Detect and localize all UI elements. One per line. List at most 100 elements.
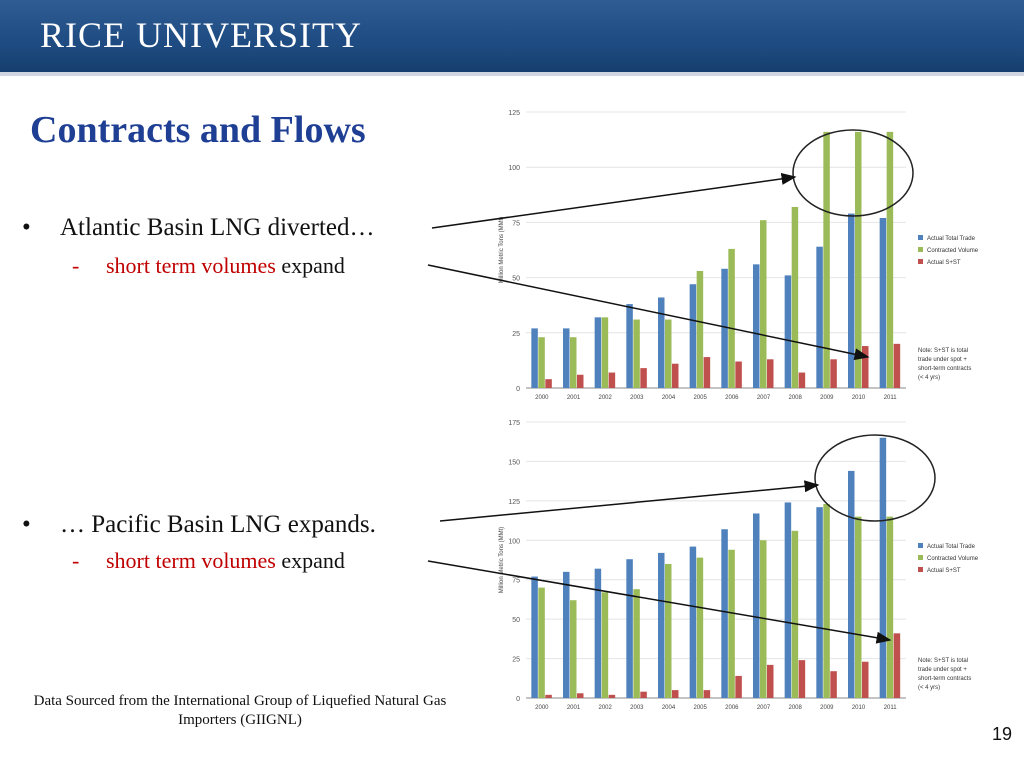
legend-label: Actual Total Trade — [927, 236, 976, 242]
bar-actual-s-st — [798, 660, 806, 698]
bar-contracted-volume — [855, 131, 862, 388]
bar-actual-total-trade — [594, 568, 602, 698]
y-axis-label: Million Metric Tons (MMt) — [499, 527, 505, 594]
y-tick-label: 150 — [508, 459, 520, 466]
y-tick-label: 0 — [516, 696, 520, 703]
x-tick-label: 2002 — [598, 705, 612, 711]
bar-actual-s-st — [577, 374, 584, 388]
legend-swatch — [918, 555, 923, 560]
bar-actual-s-st — [703, 357, 711, 388]
bar-actual-total-trade — [721, 268, 728, 388]
bar-contracted-volume — [886, 516, 894, 698]
bar-actual-total-trade — [563, 571, 570, 698]
bar-actual-total-trade — [658, 552, 665, 698]
page-number: 19 — [991, 724, 1012, 744]
bar-actual-s-st — [735, 361, 742, 388]
bar-actual-s-st — [608, 372, 616, 388]
x-tick-label: 2005 — [693, 395, 707, 401]
bar-contracted-volume — [823, 131, 830, 388]
bar-actual-total-trade — [848, 470, 855, 698]
bar-contracted-volume — [696, 557, 704, 698]
y-tick-label: 50 — [512, 617, 520, 624]
bar-actual-total-trade — [689, 546, 697, 698]
sub-bullet-text: short term volumes expand — [106, 548, 345, 574]
y-tick-label: 125 — [508, 110, 520, 117]
legend-swatch — [918, 543, 923, 548]
y-tick-label: 100 — [508, 165, 520, 172]
bar-actual-s-st — [545, 379, 552, 388]
bar-actual-total-trade — [658, 297, 665, 388]
bar-contracted-volume — [665, 319, 672, 388]
bar-actual-s-st — [608, 694, 616, 698]
x-tick-label: 2009 — [820, 395, 834, 401]
bar-contracted-volume — [791, 530, 799, 698]
bar-actual-s-st — [640, 691, 647, 698]
bar-actual-total-trade — [563, 328, 570, 388]
x-tick-label: 2004 — [662, 705, 676, 711]
legend-swatch — [918, 259, 923, 264]
bar-contracted-volume — [728, 549, 735, 698]
y-tick-label: 0 — [516, 386, 520, 393]
bar-actual-s-st — [703, 690, 711, 698]
sub-bullet-rest: expand — [281, 253, 345, 278]
bar-actual-s-st — [767, 359, 774, 388]
bar-actual-s-st — [830, 359, 837, 388]
bar-actual-s-st — [862, 346, 869, 388]
x-tick-label: 2000 — [535, 705, 549, 711]
chart-note: Note: S+ST is total trade under spot + sho… — [918, 348, 971, 381]
bullet-dot: • — [22, 511, 31, 538]
bar-contracted-volume — [601, 317, 609, 388]
bar-actual-s-st — [767, 664, 774, 698]
bar-contracted-volume — [570, 337, 577, 388]
bar-contracted-volume — [633, 319, 640, 388]
bar-contracted-volume — [696, 270, 704, 388]
bar-actual-total-trade — [721, 529, 728, 698]
bar-actual-total-trade — [879, 217, 887, 388]
y-axis-label: Million Metric Tons (MMt) — [499, 217, 505, 284]
bar-contracted-volume — [855, 516, 862, 698]
legend-swatch — [918, 567, 923, 572]
x-tick-label: 2003 — [630, 705, 644, 711]
legend-label: Contracted Volume — [927, 556, 979, 562]
atlantic-chart: 0 25 50 75 100 125 Million Metric Tons (MMt) 20… — [486, 100, 1006, 410]
x-tick-label: 2003 — [630, 395, 644, 401]
bar-contracted-volume — [601, 592, 609, 698]
bar-actual-s-st — [893, 343, 901, 388]
bar-actual-total-trade — [626, 304, 633, 388]
y-tick-label: 75 — [512, 578, 520, 585]
sub-bullet-text: short term volumes expand — [106, 253, 345, 279]
bar-actual-s-st — [577, 693, 584, 698]
bar-actual-total-trade — [531, 328, 538, 388]
bar-actual-s-st — [640, 368, 647, 388]
bar-actual-total-trade — [848, 213, 855, 388]
bar-contracted-volume — [665, 563, 672, 698]
bar-actual-total-trade — [753, 264, 760, 388]
header-banner: RICE UNIVERSITY — [0, 0, 1024, 76]
y-tick-label: 175 — [508, 420, 520, 427]
bar-contracted-volume — [633, 589, 640, 698]
x-tick-label: 2001 — [567, 705, 581, 711]
x-tick-label: 2008 — [788, 395, 802, 401]
bar-actual-total-trade — [816, 507, 823, 698]
sub-bullet-dash: - — [72, 548, 80, 573]
sub-bullet-rest: expand — [281, 548, 345, 573]
bar-actual-total-trade — [689, 284, 697, 388]
y-tick-label: 100 — [508, 538, 520, 545]
y-tick-label: 50 — [512, 276, 520, 283]
bar-contracted-volume — [760, 540, 767, 698]
x-tick-label: 2000 — [535, 395, 549, 401]
bar-actual-s-st — [893, 633, 901, 698]
legend-label: Actual S+ST — [927, 568, 961, 574]
bar-actual-total-trade — [626, 559, 633, 698]
bar-contracted-volume — [570, 600, 577, 698]
bar-actual-total-trade — [753, 513, 760, 698]
legend-label: Actual Total Trade — [927, 544, 976, 550]
x-tick-label: 2005 — [693, 705, 707, 711]
x-tick-label: 2001 — [567, 395, 581, 401]
x-tick-label: 2009 — [820, 705, 834, 711]
highlight-text: short term volumes — [106, 253, 276, 278]
bar-actual-s-st — [830, 671, 837, 698]
legend-swatch — [918, 235, 923, 240]
source-note: Data Sourced from the International Grou… — [33, 693, 447, 728]
bar-actual-total-trade — [531, 576, 538, 698]
